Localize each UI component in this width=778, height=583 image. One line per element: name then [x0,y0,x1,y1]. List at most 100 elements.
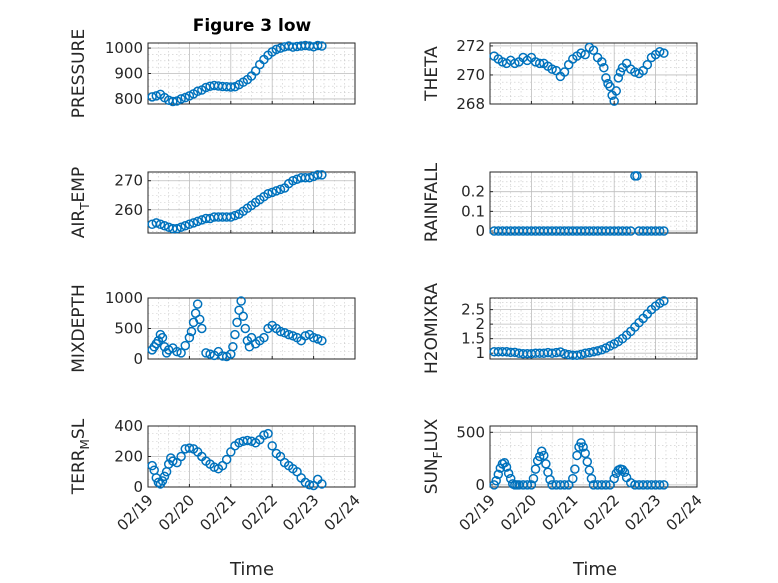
y-tick-label: 1.5 [461,330,485,348]
data-point [619,467,630,478]
subplot-air_temp: 260 270 AIRTEMP [69,167,356,238]
y-axis-label: TERRMSL [69,418,92,495]
data-point [304,479,315,490]
data-point [659,226,669,236]
data-point [221,454,232,465]
data-point [541,459,551,469]
x-axis-label-right: Time [572,559,617,580]
data-point [312,40,323,51]
data-point [271,44,282,55]
data-point [659,48,669,58]
data-point [267,441,277,451]
data-point [503,468,514,479]
y-tick-label: 260 [114,201,143,219]
data-point [659,480,669,490]
data-point [197,323,207,334]
data-point [530,464,541,474]
data-point [601,480,611,490]
data-point [147,92,157,102]
data-point [547,64,557,74]
data-point [184,443,195,453]
data-point [545,474,555,485]
data-point [184,219,195,230]
data-point [570,464,580,474]
y-tick-label: 1000 [105,289,143,307]
data-point [568,473,578,484]
data-point [580,448,590,459]
data-point [236,296,246,306]
subplot-h2omixra: 11.522.5 H2OMIXRA [422,283,698,374]
y-axis-label: RAINFALL [422,162,442,242]
data-point [275,326,286,337]
y-tick-label: 2.5 [461,301,485,319]
data-point [317,335,327,346]
y-tick-label: 500 [114,320,143,338]
data-point [240,323,251,334]
data-point [176,222,186,232]
data-point [539,450,549,461]
data-point [157,332,168,343]
data-point [317,479,327,489]
data-point [226,82,236,92]
x-tick-label: 02/21 [538,491,581,534]
data-point [526,480,537,490]
subplot-theta: 268 270 272 THETA [422,37,698,113]
x-tick-label: 02/21 [196,491,239,534]
data-point [180,220,191,231]
data-point [176,348,186,358]
data-point [613,73,624,83]
data-point [599,62,609,73]
y-tick-label: 270 [114,172,143,190]
data-point [242,435,253,446]
x-tick-label: 02/20 [155,491,198,534]
y-axis-label: THETA [422,46,442,102]
data-point [584,465,595,475]
data-point [168,96,178,107]
data-point [180,340,191,351]
data-point [522,480,533,490]
x-tick-label: 02/23 [279,491,322,534]
subplot-rainfall: 0 0.10.2 RAINFALL [422,162,698,242]
x-tick-label: 02/19 [456,491,499,534]
data-point [159,471,170,482]
data-point [288,175,298,186]
data-point [642,60,653,70]
y-tick-label: 200 [114,448,143,466]
data-point [230,210,240,221]
x-axis-label-left: Time [229,559,274,580]
y-tick-label: 800 [114,90,143,108]
figure-title: Figure 3 low [193,16,312,36]
y-axis-label: MIXDEPTH [69,284,89,373]
data-point [275,184,286,195]
data-point [230,329,240,340]
y-tick-label: 900 [114,65,143,83]
data-point [510,58,520,69]
data-point [192,86,203,97]
y-tick-label: 0.1 [461,202,485,220]
y-tick-label: 268 [456,95,485,113]
axes-frame [489,42,698,105]
y-tick-label: 0 [475,222,485,240]
data-point [654,480,665,490]
data-point [601,73,611,83]
data-point [176,451,186,462]
y-axis-label: AIRTEMP [69,167,92,238]
data-point [609,473,619,484]
data-point [588,45,599,56]
data-point [172,346,182,357]
data-point [534,58,545,69]
data-point [534,451,545,462]
data-point [493,469,504,480]
data-point [147,460,157,471]
data-point [201,348,211,358]
data-point [576,48,586,58]
data-point [250,66,261,76]
x-tick-label: 02/23 [621,491,664,534]
data-point [501,462,512,472]
data-point [267,187,277,198]
data-point [615,67,626,77]
data-point [226,212,236,222]
y-tick-label: 272 [456,37,485,55]
data-point [586,473,597,484]
